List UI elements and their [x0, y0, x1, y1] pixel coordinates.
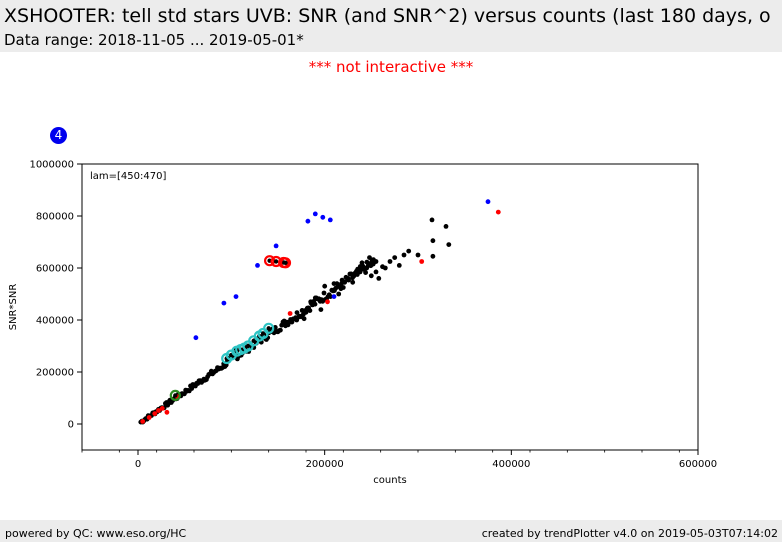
data-point-black	[317, 298, 323, 303]
highlight-center	[245, 343, 251, 349]
data-point-black	[339, 281, 344, 286]
data-point-blue	[331, 294, 337, 299]
x-tick-label: 400000	[492, 459, 530, 470]
data-point-black	[367, 255, 372, 260]
highlight-center	[266, 326, 271, 331]
data-point-black	[406, 248, 412, 254]
data-point-blue	[485, 199, 491, 205]
footer-created-by: created by trendPlotter v4.0 on 2019-05-…	[481, 527, 778, 540]
data-point-black	[368, 273, 374, 279]
data-point-black	[331, 287, 337, 293]
data-point-blue	[320, 214, 326, 220]
data-point-black	[318, 307, 324, 312]
data-point-black	[357, 269, 363, 275]
x-axis-label: counts	[373, 475, 406, 486]
data-point-red	[159, 406, 165, 411]
data-point-black	[373, 269, 379, 275]
y-tick-label: 800000	[36, 212, 74, 223]
footer-powered-by: powered by QC: www.eso.org/HC	[5, 527, 187, 540]
data-point-black	[331, 281, 337, 286]
data-point-red	[164, 409, 170, 415]
highlight-ring-green	[169, 389, 181, 401]
data-point-blue	[273, 243, 279, 249]
highlight-center	[273, 259, 279, 264]
chart-axes: 0 200000 400000 600000 0 200000 400000 600000 80…	[8, 160, 717, 487]
data-point-black	[340, 285, 346, 290]
page-title: XSHOOTER: tell std stars UVB: SNR (and S…	[4, 5, 771, 27]
data-point-black	[415, 252, 421, 258]
data-point-black	[322, 283, 328, 289]
data-point-black	[294, 317, 300, 323]
data-point-black	[396, 263, 402, 268]
data-point-red	[325, 299, 330, 305]
data-point-red	[495, 209, 501, 215]
x-tick-label: 0	[135, 459, 141, 470]
footer-band: powered by QC: www.eso.org/HC created by…	[0, 520, 782, 542]
wavelength-annotation: lam=[450:470]	[90, 171, 166, 182]
data-point	[294, 310, 300, 315]
data-point-black	[392, 255, 398, 260]
data-point-red	[156, 408, 161, 413]
data-point-black	[312, 295, 318, 301]
y-axis-label: SNR*SNR	[8, 284, 19, 331]
data-point-blue	[305, 218, 311, 224]
data-point-black	[376, 276, 382, 281]
data-point-black	[308, 299, 314, 305]
data-point-black	[446, 242, 452, 248]
data-point	[303, 309, 309, 315]
data-point-blue	[233, 294, 239, 299]
highlight-ring-cyan	[263, 322, 275, 334]
highlight-center	[260, 331, 266, 336]
chart-marks	[138, 199, 501, 425]
plot-number-badge: 4	[50, 127, 67, 144]
data-point-black	[387, 259, 393, 264]
data-point-black	[430, 238, 436, 244]
data-point	[307, 308, 313, 313]
y-tick-label: 1000000	[29, 160, 74, 171]
y-tick-label: 0	[68, 420, 74, 431]
data-point-red	[419, 259, 425, 264]
highlight-center	[173, 393, 178, 398]
data-point-black	[345, 276, 351, 281]
data-point-blue	[221, 300, 227, 306]
highlight-center	[283, 260, 288, 265]
data-point-black	[370, 261, 376, 267]
header-band: XSHOOTER: tell std stars UVB: SNR (and S…	[0, 0, 782, 52]
data-point-blue	[193, 335, 199, 341]
data-point-black	[401, 252, 407, 258]
data-point-black	[350, 279, 356, 285]
data-point-black	[429, 217, 435, 223]
data-point-black	[301, 316, 307, 322]
data-point	[321, 290, 327, 296]
data-point-black	[359, 260, 365, 266]
data-range-subtitle: Data range: 2018-11-05 ... 2019-05-01*	[4, 31, 304, 49]
data-point-blue	[255, 263, 260, 268]
data-point-black	[382, 265, 388, 271]
data-point-blue	[327, 217, 333, 223]
y-tick-label: 600000	[36, 264, 74, 275]
data-point-red	[140, 419, 146, 424]
highlight-ring-red	[279, 257, 292, 269]
data-point-black	[430, 253, 436, 259]
data-point-black	[336, 291, 342, 297]
data-point-black	[167, 398, 173, 403]
data-point	[312, 301, 318, 307]
data-point-red	[146, 415, 152, 420]
data-point-black	[443, 224, 449, 229]
data-point-black	[364, 265, 370, 271]
data-point-red	[152, 411, 158, 416]
not-interactive-notice: *** not interactive ***	[308, 58, 474, 76]
data-point	[363, 270, 368, 275]
y-tick-label: 200000	[36, 368, 74, 379]
highlight-center	[251, 338, 256, 343]
y-tick-label: 400000	[36, 316, 74, 327]
x-tick-label: 200000	[306, 459, 344, 470]
data-point-black	[326, 292, 332, 298]
data-point-blue	[312, 211, 318, 217]
data-point-red	[287, 311, 293, 316]
data-point	[278, 327, 283, 333]
x-tick-label: 600000	[679, 459, 717, 470]
scatter-chart: 0 200000 400000 600000 0 200000 400000 600000 80…	[8, 160, 717, 487]
plot-frame	[81, 163, 699, 451]
